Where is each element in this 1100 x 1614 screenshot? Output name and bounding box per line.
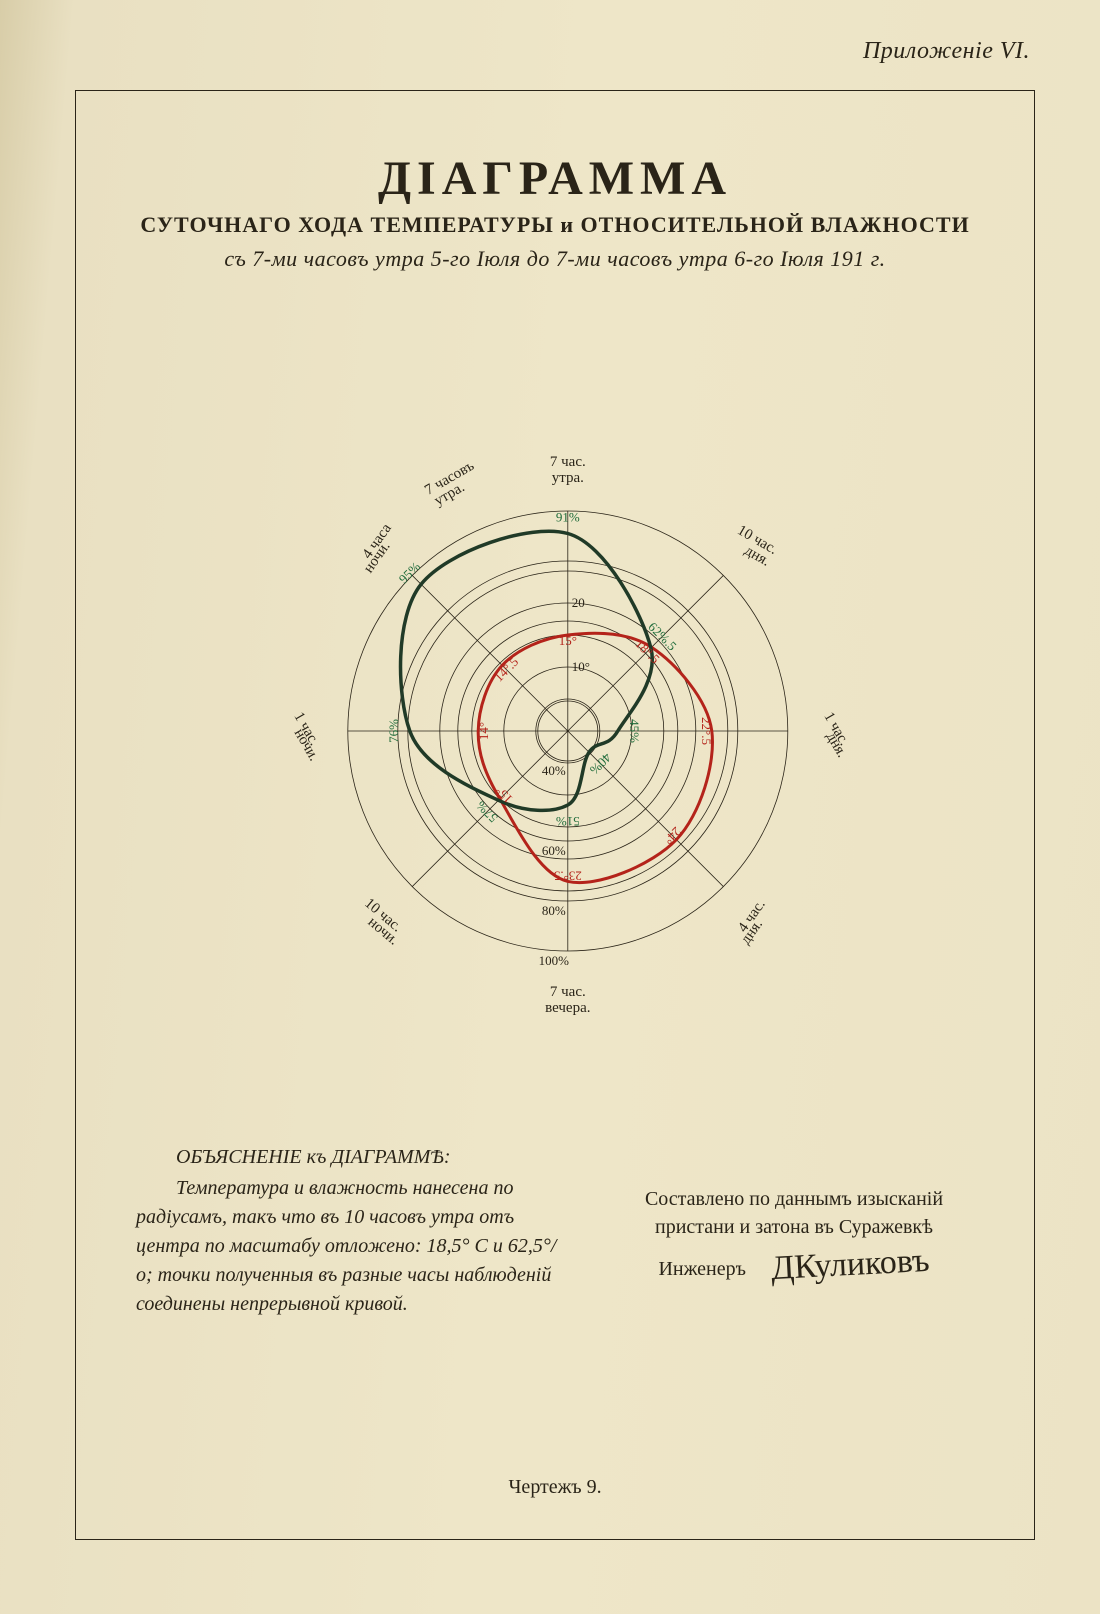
title-block: ДІАГРАММА СУТОЧНАГО ХОДА ТЕМПЕРАТУРЫ и О…: [76, 151, 1034, 272]
svg-text:51%: 51%: [556, 814, 580, 829]
svg-text:76%: 76%: [386, 719, 401, 743]
svg-text:45%: 45%: [627, 719, 642, 743]
svg-text:20: 20: [572, 595, 585, 610]
credit-block: Составлено по даннымъ изысканій пристани…: [614, 1185, 974, 1289]
credit-role: Инженеръ: [658, 1258, 746, 1280]
svg-text:100%: 100%: [539, 953, 570, 968]
svg-text:22°.5: 22°.5: [699, 717, 714, 745]
explanation-block: ОБЪЯСНЕНІЕ къ ДІАГРАММѢ: Температура и в…: [136, 1143, 566, 1319]
svg-text:7 час.: 7 час.: [550, 454, 586, 470]
title-sub: СУТОЧНАГО ХОДА ТЕМПЕРАТУРЫ и ОТНОСИТЕЛЬН…: [76, 212, 1034, 238]
page-frame: ДІАГРАММА СУТОЧНАГО ХОДА ТЕМПЕРАТУРЫ и О…: [75, 90, 1035, 1540]
svg-text:7 час.: 7 час.: [550, 984, 586, 1000]
title-date: съ 7-ми часовъ утра 5-го Іюля до 7-ми ча…: [76, 246, 1034, 272]
page: Приложеніе VI. ДІАГРАММА СУТОЧНАГО ХОДА …: [0, 0, 1100, 1614]
svg-text:91%: 91%: [556, 510, 580, 525]
signature: ДКуликовъ: [770, 1237, 931, 1293]
svg-text:60%: 60%: [542, 843, 566, 858]
explanation-body: Температура и влажность нанесена по раді…: [136, 1174, 566, 1319]
credit-line1: Составлено по даннымъ изысканій: [614, 1185, 974, 1213]
svg-text:15°: 15°: [559, 633, 577, 648]
title-main: ДІАГРАММА: [76, 151, 1034, 206]
svg-text:23°.5: 23°.5: [554, 868, 582, 883]
svg-text:14°: 14°: [476, 722, 491, 740]
svg-text:40%: 40%: [542, 763, 566, 778]
svg-text:10°: 10°: [572, 659, 590, 674]
svg-text:вечера.: вечера.: [545, 1000, 590, 1016]
page-footer: Чертежъ 9.: [76, 1476, 1034, 1499]
explanation-title: ОБЪЯСНЕНІЕ къ ДІАГРАММѢ:: [136, 1143, 566, 1172]
polar-chart: 10°2040%60%80%100%7 час.утра.10 час.дня.…: [248, 411, 888, 1056]
svg-text:80%: 80%: [542, 903, 566, 918]
svg-text:утра.: утра.: [552, 470, 584, 486]
appendix-label: Приложеніе VI.: [863, 38, 1030, 65]
